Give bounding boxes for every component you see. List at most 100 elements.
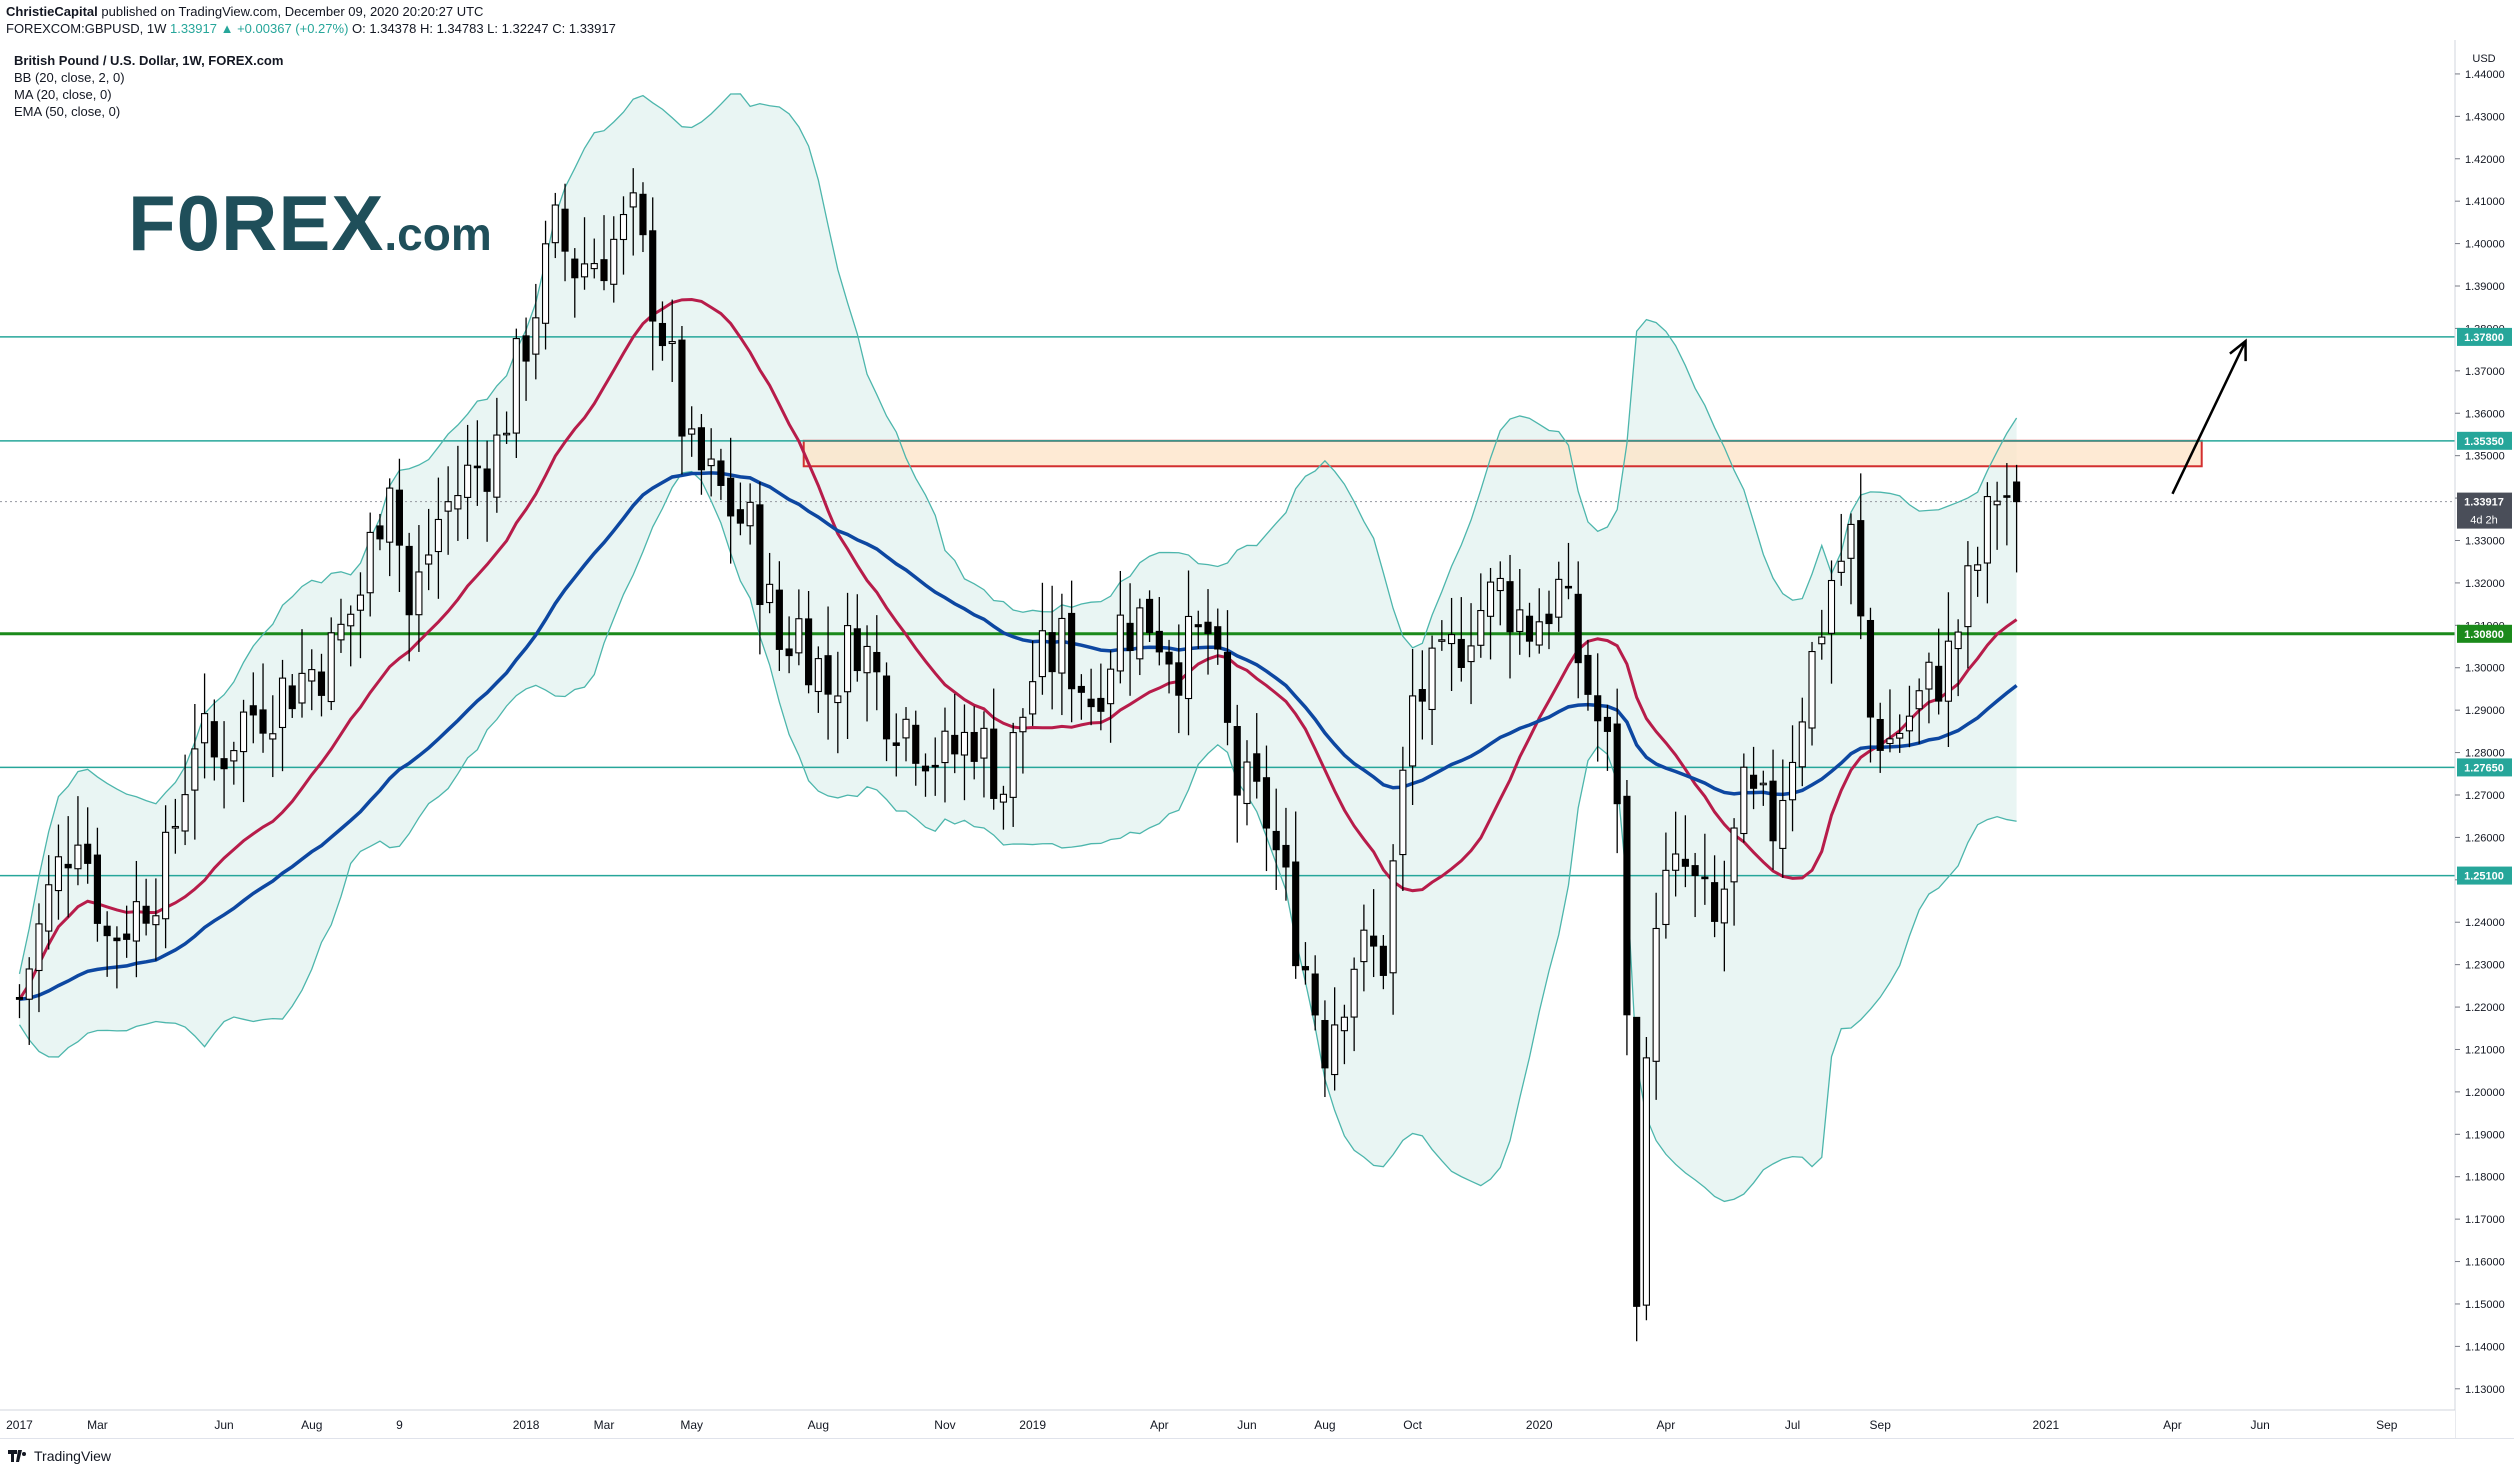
candle[interactable] <box>415 525 423 652</box>
candle[interactable] <box>1389 844 1397 1015</box>
candle[interactable] <box>1428 635 1436 745</box>
candle[interactable] <box>766 552 774 614</box>
candle[interactable] <box>1272 788 1280 890</box>
candle[interactable] <box>824 606 832 740</box>
candle[interactable] <box>1262 745 1271 872</box>
candle[interactable] <box>678 326 686 475</box>
candle[interactable] <box>1107 650 1115 743</box>
level-tag[interactable] <box>2457 758 2512 777</box>
candle[interactable] <box>84 807 92 884</box>
candle[interactable] <box>541 220 550 350</box>
bollinger-upper[interactable] <box>18 93 2018 974</box>
candle[interactable] <box>960 704 969 801</box>
candle[interactable] <box>1525 602 1534 658</box>
candle[interactable] <box>1642 1037 1650 1321</box>
candle[interactable] <box>1896 714 1904 753</box>
candle[interactable] <box>1409 648 1417 806</box>
candle[interactable] <box>1370 889 1378 978</box>
candle[interactable] <box>1535 588 1543 654</box>
projection-arrow[interactable] <box>2171 340 2247 495</box>
candle[interactable] <box>1399 746 1407 891</box>
candle[interactable] <box>1594 653 1602 762</box>
candle[interactable] <box>259 663 267 753</box>
price-tag[interactable] <box>2457 492 2512 529</box>
candle[interactable] <box>181 754 189 846</box>
candle[interactable] <box>1009 722 1017 827</box>
candle[interactable] <box>1379 935 1387 990</box>
candle[interactable] <box>1788 725 1797 832</box>
candle[interactable] <box>2003 463 2011 546</box>
candle[interactable] <box>132 860 140 978</box>
level-tag[interactable] <box>2457 327 2512 346</box>
candle[interactable] <box>103 911 111 977</box>
candle[interactable] <box>990 688 998 810</box>
candle[interactable] <box>1652 892 1660 1100</box>
candle[interactable] <box>64 816 72 918</box>
level-tag[interactable] <box>2457 624 2512 643</box>
candle[interactable] <box>1798 697 1806 787</box>
candle[interactable] <box>405 532 413 662</box>
candle[interactable] <box>658 301 667 361</box>
candle[interactable] <box>1467 603 1475 705</box>
candle[interactable] <box>912 710 920 786</box>
candle[interactable] <box>1068 580 1076 723</box>
candle[interactable] <box>1048 585 1056 710</box>
candle[interactable] <box>619 196 628 275</box>
ema-50-line[interactable] <box>19 471 2018 1002</box>
candle[interactable] <box>1847 513 1855 605</box>
candle[interactable] <box>1808 641 1816 746</box>
plot-area[interactable] <box>0 93 2455 1342</box>
candle[interactable] <box>1477 573 1485 658</box>
candle[interactable] <box>1701 833 1709 905</box>
candle[interactable] <box>123 905 131 958</box>
candle[interactable] <box>805 591 813 694</box>
candle[interactable] <box>1857 473 1865 640</box>
candle[interactable] <box>999 785 1008 830</box>
candle[interactable] <box>931 737 939 796</box>
candle[interactable] <box>1905 685 1914 748</box>
candle[interactable] <box>337 598 345 653</box>
candle[interactable] <box>1155 597 1163 666</box>
candle[interactable] <box>278 659 287 772</box>
candle[interactable] <box>210 699 218 781</box>
candle[interactable] <box>444 466 452 555</box>
candle[interactable] <box>902 707 910 762</box>
candle[interactable] <box>697 414 705 495</box>
candle[interactable] <box>1555 561 1563 632</box>
candle[interactable] <box>951 693 959 774</box>
candle[interactable] <box>269 695 277 778</box>
candle[interactable] <box>649 197 657 371</box>
candle[interactable] <box>366 512 374 617</box>
candle[interactable] <box>1915 678 1923 744</box>
candle[interactable] <box>113 926 121 989</box>
candle[interactable] <box>1662 832 1670 939</box>
candle[interactable] <box>171 798 179 854</box>
candle[interactable] <box>317 653 326 717</box>
candle[interactable] <box>746 483 754 545</box>
candle[interactable] <box>1964 541 1972 669</box>
candle[interactable] <box>785 616 793 674</box>
candle[interactable] <box>1613 688 1621 854</box>
candle[interactable] <box>1029 640 1037 726</box>
candle[interactable] <box>1175 624 1183 734</box>
candle[interactable] <box>580 217 589 290</box>
candle[interactable] <box>327 617 335 711</box>
candle[interactable] <box>503 411 511 444</box>
candle[interactable] <box>1223 610 1232 746</box>
candle[interactable] <box>230 741 238 785</box>
candle[interactable] <box>1321 1000 1329 1098</box>
candle[interactable] <box>571 248 579 318</box>
candle[interactable] <box>532 283 540 380</box>
candle[interactable] <box>1759 770 1767 806</box>
candle[interactable] <box>629 168 637 256</box>
resistance-zone[interactable] <box>802 439 2203 468</box>
candle[interactable] <box>1876 702 1884 773</box>
candle[interactable] <box>1983 482 1991 604</box>
candle[interactable] <box>853 594 861 682</box>
candle[interactable] <box>1038 582 1046 695</box>
candle[interactable] <box>668 299 676 382</box>
candle[interactable] <box>1145 590 1154 643</box>
candle[interactable] <box>1935 628 1943 715</box>
candle[interactable] <box>1711 855 1719 938</box>
candle[interactable] <box>2013 464 2021 573</box>
